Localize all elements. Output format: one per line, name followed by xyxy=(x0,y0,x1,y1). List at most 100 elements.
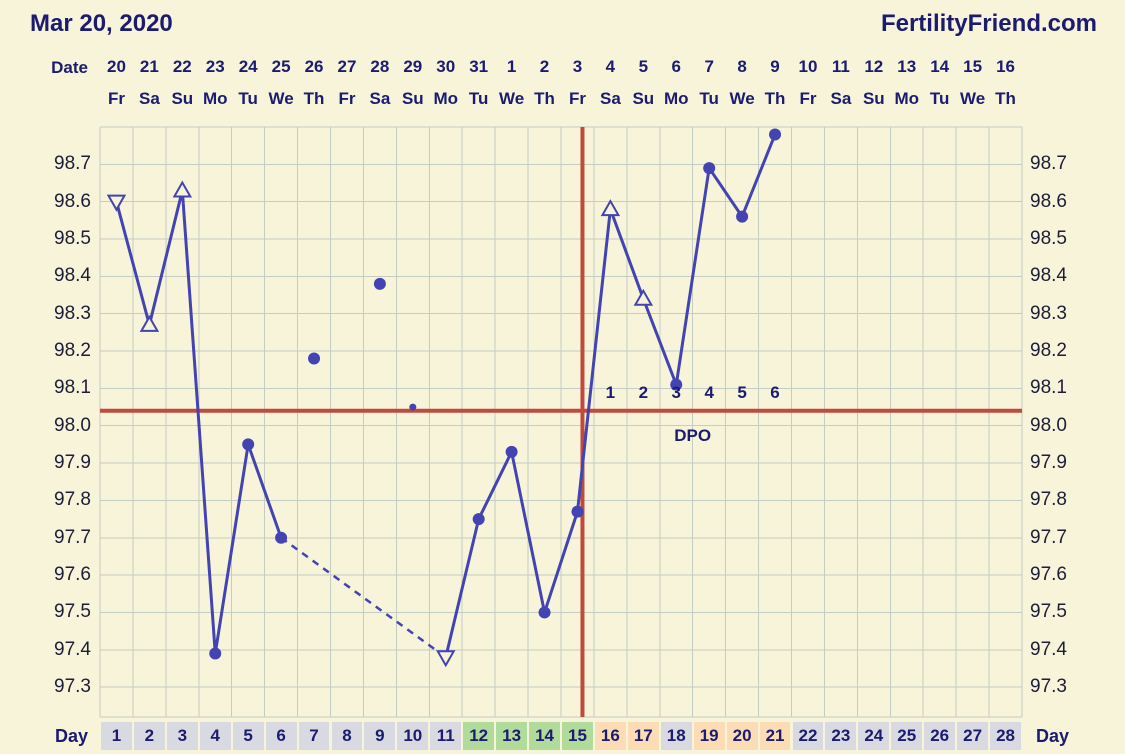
temp-point-dot xyxy=(571,505,584,518)
date-number: 16 xyxy=(996,57,1015,76)
temp-tick-right: 98.6 xyxy=(1030,190,1067,212)
temp-tick-left: 98.0 xyxy=(54,414,91,436)
cycle-day-cell: 11 xyxy=(430,722,462,750)
temp-point-triangle-up xyxy=(139,314,160,332)
date-number: 29 xyxy=(403,57,423,76)
date-axis-label: Date xyxy=(51,58,88,77)
date-number: 24 xyxy=(238,57,258,76)
dpo-number: 6 xyxy=(770,383,779,402)
date-number: 5 xyxy=(638,57,649,76)
temp-point-triangle-up xyxy=(633,288,654,306)
cycle-day-cell: 16 xyxy=(594,722,626,750)
weekday-label: Th xyxy=(534,89,555,108)
cycle-day-cell: 3 xyxy=(166,722,198,750)
date-number: 25 xyxy=(271,57,291,76)
cycle-day-cell: 17 xyxy=(627,722,659,750)
date-number: 2 xyxy=(539,57,550,76)
temp-line-solid xyxy=(115,188,283,656)
date-number: 11 xyxy=(831,57,850,76)
cycle-day-cell: 23 xyxy=(825,722,857,750)
date-number: 23 xyxy=(205,57,225,76)
date-number: 12 xyxy=(864,57,884,76)
temp-point-dot xyxy=(670,378,683,391)
weekday-label: Mo xyxy=(202,89,228,108)
dpo-number: 5 xyxy=(737,383,746,402)
cycle-day-cell: 27 xyxy=(957,722,989,750)
temp-point-dot xyxy=(373,277,386,290)
temp-tick-left: 97.4 xyxy=(54,638,91,660)
day-axis-label-left: Day xyxy=(54,726,88,746)
chart-date-title: Mar 20, 2020 xyxy=(30,10,173,37)
weekday-label: Sa xyxy=(369,89,391,108)
temp-point-triangle-up xyxy=(600,199,621,217)
temp-tick-right: 97.7 xyxy=(1030,526,1067,548)
cycle-day-cell: 25 xyxy=(891,722,923,750)
dpo-number: 1 xyxy=(606,383,615,402)
temp-tick-left: 97.9 xyxy=(54,452,91,474)
temp-tick-left: 97.8 xyxy=(54,489,91,511)
date-number: 22 xyxy=(172,57,192,76)
temp-tick-right: 98.4 xyxy=(1030,265,1067,287)
weekday-label: Fr xyxy=(107,89,125,108)
date-number: 21 xyxy=(139,57,159,76)
temp-point-dot xyxy=(275,531,288,544)
dpo-number: 3 xyxy=(672,383,681,402)
temp-tick-left: 97.6 xyxy=(54,564,91,586)
cycle-day-cell: 12 xyxy=(463,722,495,750)
weekday-label: Su xyxy=(632,89,655,108)
temp-point-dot xyxy=(505,445,518,458)
temp-point-triangle-down xyxy=(436,650,456,668)
cycle-day-cell: 7 xyxy=(298,722,330,750)
temp-tick-right: 97.5 xyxy=(1030,601,1067,623)
cycle-day-cell: 2 xyxy=(133,722,165,750)
weekday-label: Tu xyxy=(699,89,719,108)
cycle-day-cell: 19 xyxy=(693,722,725,750)
temp-tick-left: 98.3 xyxy=(54,302,91,324)
cycle-day-cell: 15 xyxy=(562,722,593,750)
date-number: 28 xyxy=(370,57,390,76)
weekday-label: Fr xyxy=(338,89,356,108)
date-number: 7 xyxy=(704,57,714,76)
cycle-day-cell: 8 xyxy=(331,722,363,750)
weekday-label: We xyxy=(729,89,755,108)
cycle-day-cell: 13 xyxy=(496,722,528,750)
temp-point-dot xyxy=(538,606,551,619)
temp-point-small-dot xyxy=(409,403,417,411)
temp-tick-right: 97.9 xyxy=(1030,452,1067,474)
weekday-label: We xyxy=(268,89,294,108)
temp-tick-right: 97.4 xyxy=(1030,638,1067,660)
weekday-label: We xyxy=(498,89,525,108)
temp-point-dot xyxy=(736,210,749,223)
date-number: 31 xyxy=(469,57,489,76)
temp-tick-left: 98.2 xyxy=(54,340,91,362)
weekday-label: Sa xyxy=(599,89,621,108)
temp-point-triangle-down xyxy=(106,194,127,212)
temp-point-dot xyxy=(308,352,321,365)
cycle-day-cell: 1 xyxy=(101,722,132,750)
dpo-caption: DPO xyxy=(674,426,711,445)
temp-tick-right: 98.1 xyxy=(1030,377,1067,399)
cycle-day-cell: 10 xyxy=(397,722,429,750)
temp-tick-right: 97.8 xyxy=(1030,489,1067,511)
weekday-label: Su xyxy=(862,89,885,108)
date-number: 30 xyxy=(436,57,456,76)
date-number: 4 xyxy=(605,57,616,76)
date-number: 20 xyxy=(106,57,126,76)
weekday-label: Tu xyxy=(468,89,489,108)
temp-tick-left: 98.5 xyxy=(54,228,91,250)
temp-point-dot xyxy=(472,513,485,526)
date-number: 26 xyxy=(304,57,324,76)
temp-tick-left: 98.1 xyxy=(54,377,91,399)
date-number: 6 xyxy=(671,57,681,76)
date-number: 3 xyxy=(572,57,583,76)
temp-point-dot xyxy=(209,647,222,660)
weekday-label: Tu xyxy=(238,89,258,108)
weekday-label: Mo xyxy=(663,89,689,108)
temp-tick-left: 98.6 xyxy=(54,190,91,212)
temp-point-dot xyxy=(769,128,782,141)
temp-point-dot xyxy=(242,438,255,451)
date-number: 13 xyxy=(897,57,917,76)
weekday-label: Sa xyxy=(830,89,852,108)
